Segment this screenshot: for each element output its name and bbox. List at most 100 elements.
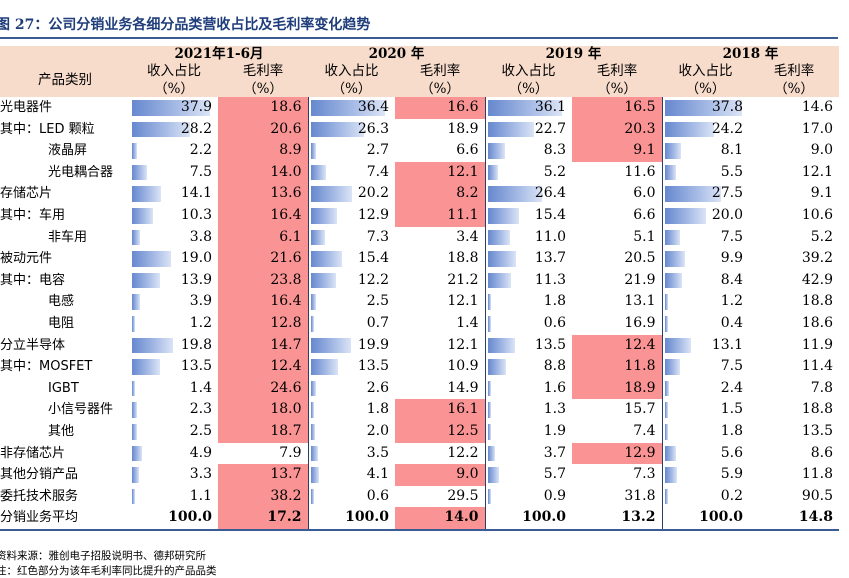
share-bar xyxy=(664,359,680,375)
margin-value: 18.6 xyxy=(270,99,302,115)
margin-cell: 6.0 xyxy=(572,183,662,205)
share-cell: 36.1 xyxy=(484,97,572,119)
margin-value: 9.1 xyxy=(810,185,833,202)
margin-value: 11.9 xyxy=(801,336,833,353)
share-cell: 36.4 xyxy=(307,97,395,119)
margin-cell: 10.9 xyxy=(395,356,485,378)
share-cell: 1.2 xyxy=(130,313,218,335)
margin-value: 16.5 xyxy=(624,99,656,115)
share-cell: 2.5 xyxy=(307,291,395,313)
category-cell: 其中：MOSFET xyxy=(0,359,93,375)
category-cell: 分销业务平均 xyxy=(0,507,130,531)
share-bar xyxy=(132,272,161,289)
share-cell: 9.9 xyxy=(661,248,749,270)
category-cell: 其中：车用 xyxy=(0,207,66,223)
margin-cell-increased: 11.1 xyxy=(395,204,485,227)
margin-cell: 12.1 xyxy=(749,162,839,184)
margin-value: 9.1 xyxy=(633,142,656,159)
share-cell: 2.4 xyxy=(661,377,749,400)
share-cell: 2.7 xyxy=(307,140,395,162)
margin-value: 7.4 xyxy=(633,422,656,439)
share-bar xyxy=(487,380,491,397)
share-bar xyxy=(664,402,668,418)
margin-cell: 8.6 xyxy=(749,443,839,465)
share-cell: 19.9 xyxy=(307,334,395,357)
share-value: 8.3 xyxy=(543,142,566,159)
share-cell: 37.8 xyxy=(661,97,749,119)
category-cell: 其他分销产品 xyxy=(0,467,79,483)
margin-value: 23.8 xyxy=(270,271,302,288)
margin-value: 8.2 xyxy=(456,185,479,202)
share-value: 1.9 xyxy=(543,422,566,439)
share-value: 1.2 xyxy=(189,314,212,331)
share-value: 3.8 xyxy=(189,228,212,245)
share-bar xyxy=(132,380,135,397)
margin-cell: 5.1 xyxy=(572,227,662,249)
margin-value: 16.9 xyxy=(624,314,656,331)
share-cell: 19.0 xyxy=(130,248,218,270)
share-value: 1.8 xyxy=(543,293,566,310)
margin-cell-increased: 18.0 xyxy=(218,399,308,421)
share-bar xyxy=(487,315,491,332)
share-cell: 22.7 xyxy=(484,118,572,141)
margin-value: 10.6 xyxy=(801,206,833,223)
share-value: 36.1 xyxy=(534,99,566,115)
share-cell: 15.4 xyxy=(307,248,395,270)
share-cell: 1.8 xyxy=(661,420,749,443)
share-bar xyxy=(132,251,171,267)
share-bar xyxy=(487,467,500,483)
share-value: 7.4 xyxy=(366,163,389,180)
data-table: 2021年1-6月 2020 年 2019 年 2018 年 产品类别 收入占比… xyxy=(0,46,839,531)
share-value: 5.6 xyxy=(720,444,743,461)
share-cell: 13.5 xyxy=(484,334,572,357)
share-bar xyxy=(310,143,317,159)
margin-cell: 1.4 xyxy=(395,313,485,335)
share-value: 7.5 xyxy=(189,163,212,180)
share-cell: 27.5 xyxy=(661,183,749,205)
share-value: 0.2 xyxy=(720,487,743,504)
share-value: 8.1 xyxy=(720,142,743,159)
margin-value: 11.4 xyxy=(801,358,833,375)
margin-header: 毛利率 xyxy=(749,63,839,80)
margin-cell: 7.4 xyxy=(572,421,662,443)
margin-value: 31.8 xyxy=(624,487,656,504)
figure-title: 图 27：公司分销业务各细分品类营收占比及毛利率变化趋势 xyxy=(0,17,371,33)
share-bar xyxy=(310,315,314,332)
margin-value: 16.4 xyxy=(270,293,302,310)
margin-cell: 6.6 xyxy=(395,140,485,162)
share-bar xyxy=(132,100,210,116)
share-value: 22.7 xyxy=(534,120,566,137)
share-bar xyxy=(664,380,670,397)
share-bar xyxy=(132,207,154,224)
margin-cell-increased: 18.7 xyxy=(218,420,308,443)
category-cell: 光电耦合器 xyxy=(48,164,114,180)
share-cell: 100.0 xyxy=(130,507,218,531)
margin-value: 11.1 xyxy=(447,206,479,223)
share-cell: 19.8 xyxy=(130,335,218,357)
share-bar xyxy=(487,337,516,354)
share-bar xyxy=(132,143,137,159)
unit-header: （%） xyxy=(662,80,749,97)
share-value: 4.1 xyxy=(366,466,389,483)
margin-cell: 21.2 xyxy=(395,270,485,292)
share-header: 收入占比 xyxy=(662,63,749,80)
share-bar xyxy=(132,294,140,310)
unit-header: （%） xyxy=(749,80,839,97)
table-row: 非车用 3.8 6.1 7.3 3.4 11.0 5.1 7.5 5.2 xyxy=(0,226,839,249)
share-cell: 1.1 xyxy=(130,486,218,508)
share-value: 100.0 xyxy=(168,509,212,526)
share-cell: 1.6 xyxy=(484,377,572,400)
margin-cell: 7.8 xyxy=(749,378,839,400)
margin-cell: 17.0 xyxy=(749,119,839,141)
share-bar xyxy=(487,272,511,289)
share-value: 1.1 xyxy=(189,487,212,504)
margin-value: 12.1 xyxy=(447,163,479,180)
year-header: 2018 年 xyxy=(662,46,839,63)
share-cell: 0.7 xyxy=(307,312,395,335)
share-bar xyxy=(132,229,140,246)
margin-value: 12.8 xyxy=(270,314,302,331)
share-value: 27.5 xyxy=(711,185,743,202)
share-cell: 2.0 xyxy=(307,420,395,443)
table-row: 分销业务平均 100.0 17.2 100.0 14.0 100.0 13.2 100.0 14… xyxy=(0,507,839,531)
margin-value: 14.7 xyxy=(270,336,302,353)
